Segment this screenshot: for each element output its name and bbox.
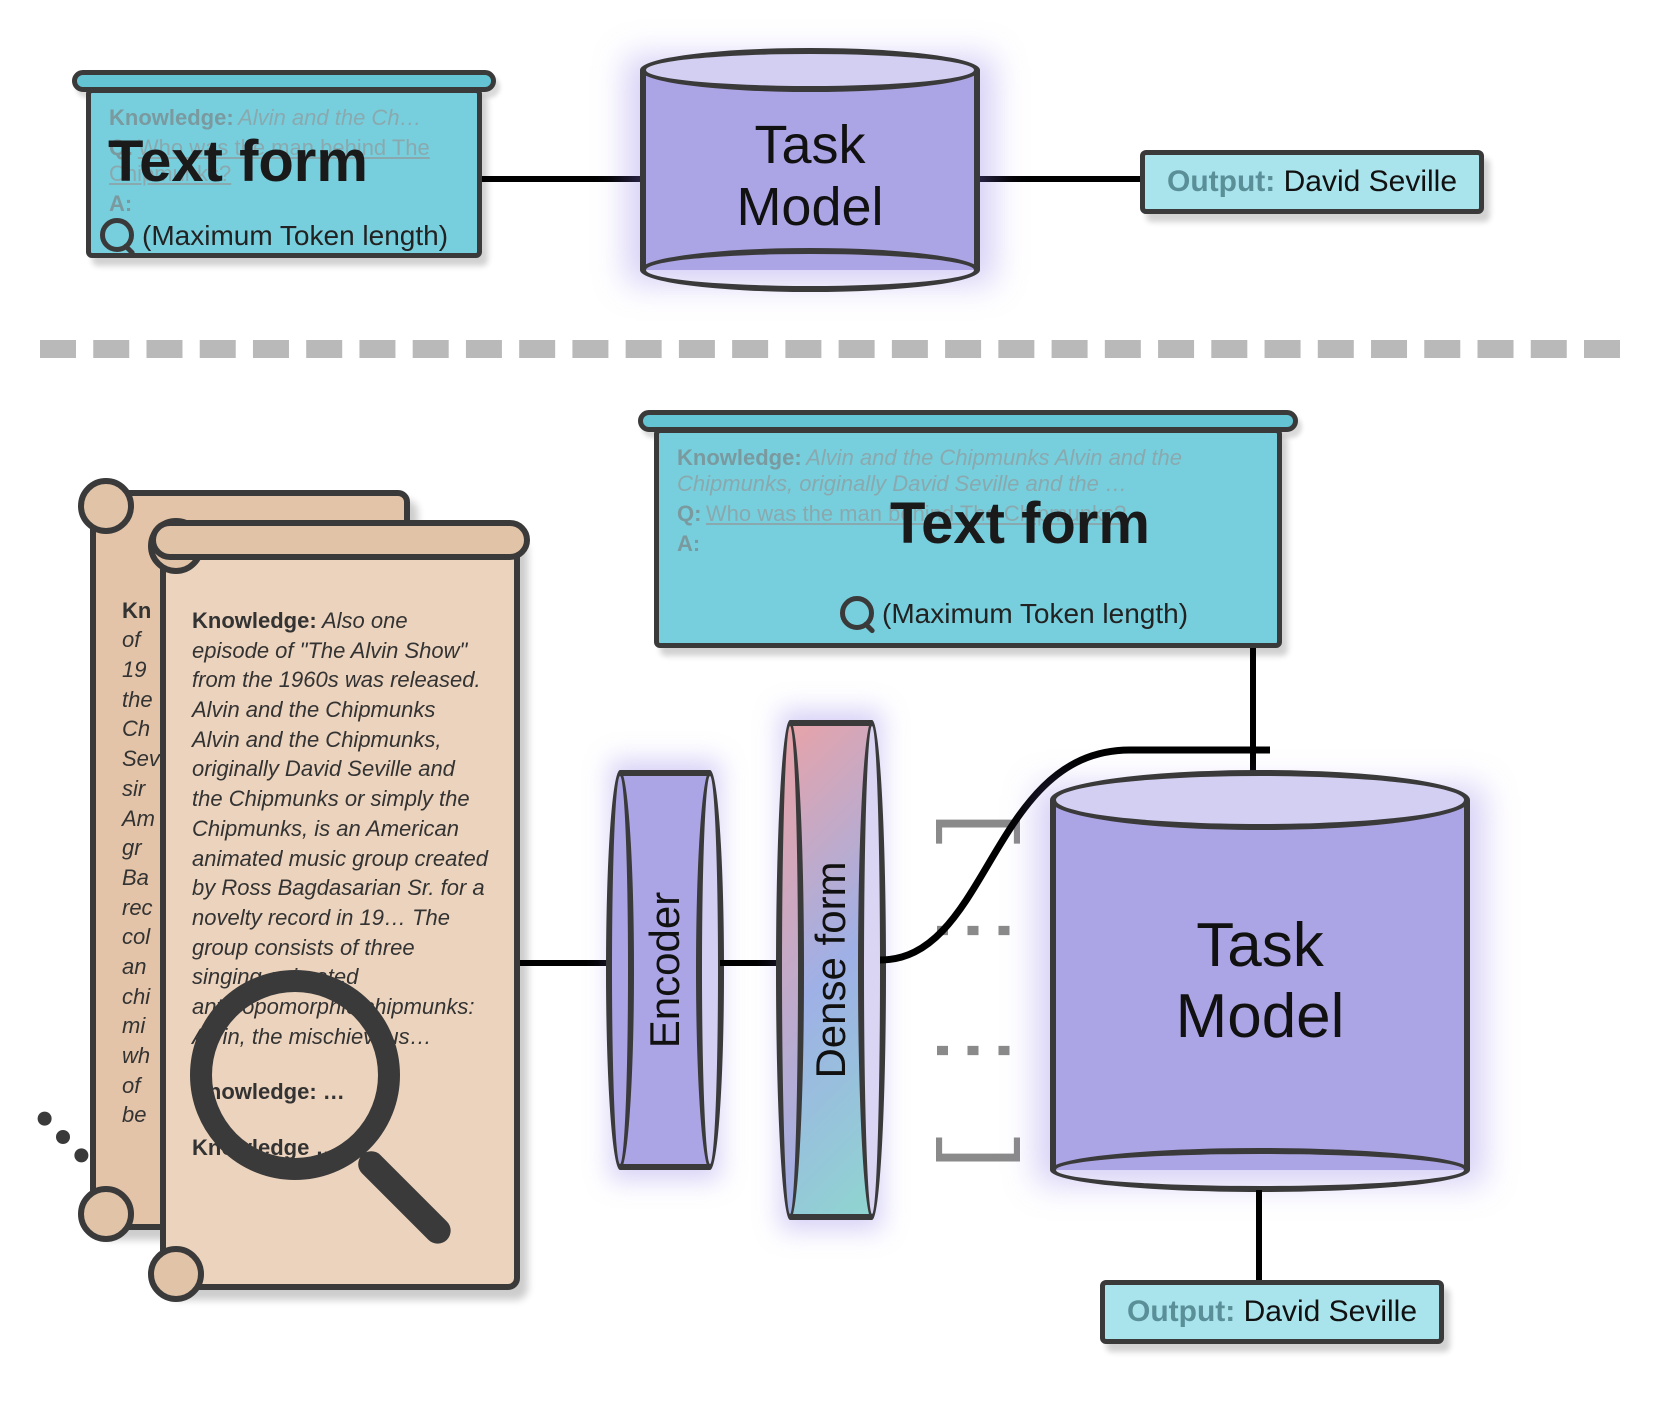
bottom-task-model-l1: Task	[1050, 910, 1470, 981]
dense-form-cylinder: Dense form	[790, 720, 872, 1220]
magnifier-icon	[840, 596, 876, 632]
bottom-task-model-l2: Model	[1050, 981, 1470, 1052]
bottom-output-label: Output:	[1127, 1295, 1235, 1328]
line-taskmodel-to-output-bottom	[1256, 1190, 1262, 1280]
top-task-model-cylinder: Task Model	[640, 70, 980, 270]
top-task-model-l1: Task	[640, 114, 980, 176]
scroll-front-k-label: Knowledge:	[192, 608, 317, 633]
bottom-q-label: Q:	[677, 501, 701, 526]
encoder-label: Encoder	[641, 892, 689, 1048]
bottom-a-label: A:	[677, 531, 700, 556]
line-taskmodel-to-output	[960, 176, 1160, 182]
top-knowledge-label: Knowledge:	[109, 105, 234, 130]
top-maxtoken-row: (Maximum Token length)	[100, 218, 448, 254]
top-knowledge-value: Alvin and the Ch…	[238, 105, 421, 130]
bottom-output-value: David Seville	[1244, 1295, 1417, 1328]
large-magnifier-icon	[190, 970, 400, 1180]
section-divider	[40, 340, 1620, 358]
bottom-output-box: Output: David Seville	[1100, 1280, 1444, 1344]
scroll-front-top-rod	[150, 520, 530, 560]
bottom-knowledge-label: Knowledge:	[677, 445, 802, 470]
top-task-model-l2: Model	[640, 176, 980, 238]
top-maxtoken-label: (Maximum Token length)	[142, 220, 448, 252]
dense-form-label: Dense form	[807, 861, 855, 1078]
encoder-cylinder: Encoder	[620, 770, 710, 1170]
magnifier-icon	[100, 218, 136, 254]
bottom-textform-label: Text form	[890, 490, 1150, 557]
bottom-task-model-cylinder: Task Model	[1050, 800, 1470, 1170]
top-textform-label: Text form	[108, 128, 368, 195]
top-output-value: David Seville	[1284, 165, 1457, 198]
top-output-box: Output: David Seville	[1140, 150, 1484, 214]
ellipsis-dots	[35, 1109, 92, 1166]
bottom-maxtoken-row: (Maximum Token length)	[840, 596, 1188, 632]
top-output-label: Output:	[1167, 165, 1275, 198]
bottom-maxtoken-label: (Maximum Token length)	[882, 598, 1188, 630]
